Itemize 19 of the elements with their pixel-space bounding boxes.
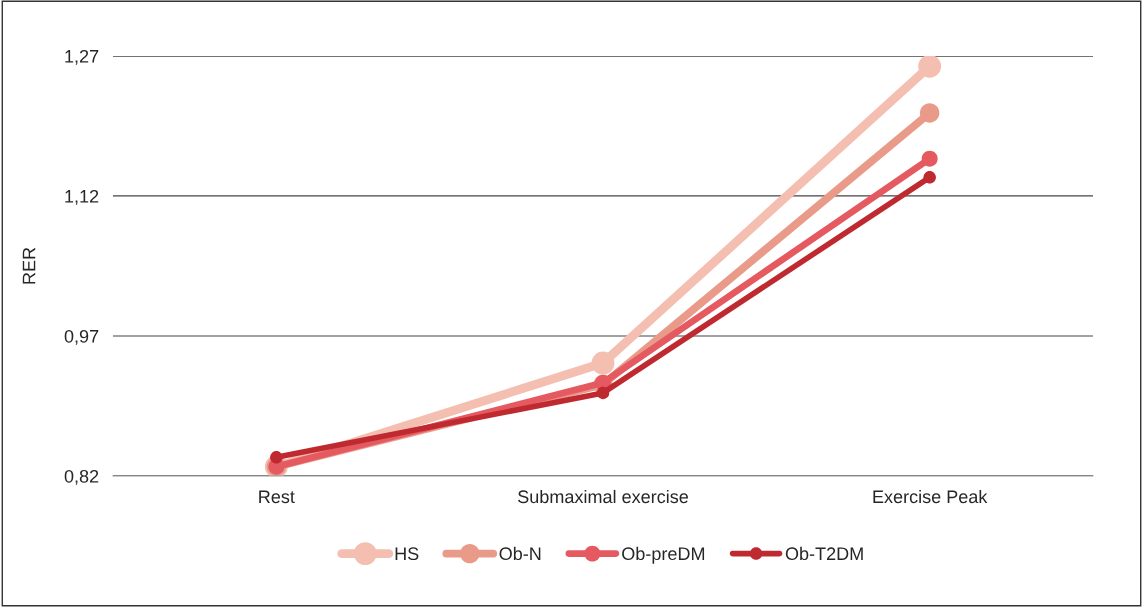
legend-label: Ob-T2DM [785, 546, 863, 561]
legend-label: Ob-N [499, 546, 541, 561]
y-tick-label: 0,82 [64, 469, 99, 485]
x-tick-label: Exercise Peak [873, 489, 988, 504]
point [919, 103, 940, 123]
y-tick-label: 0,97 [64, 329, 99, 345]
y-tick-label: 1,12 [65, 189, 99, 205]
point [591, 351, 615, 375]
y-tick-label: 1,27 [65, 49, 99, 65]
legend-label: Ob-preDM [622, 546, 705, 564]
x-tick-label: Submaximal exercise [518, 489, 688, 504]
point [918, 56, 942, 78]
point [596, 386, 610, 400]
legend-label: HS [395, 547, 419, 561]
point [921, 150, 938, 167]
point [923, 171, 936, 184]
point [270, 451, 283, 464]
y-axis-title: RER [22, 247, 36, 284]
x-tick-label: Rest [259, 490, 295, 504]
